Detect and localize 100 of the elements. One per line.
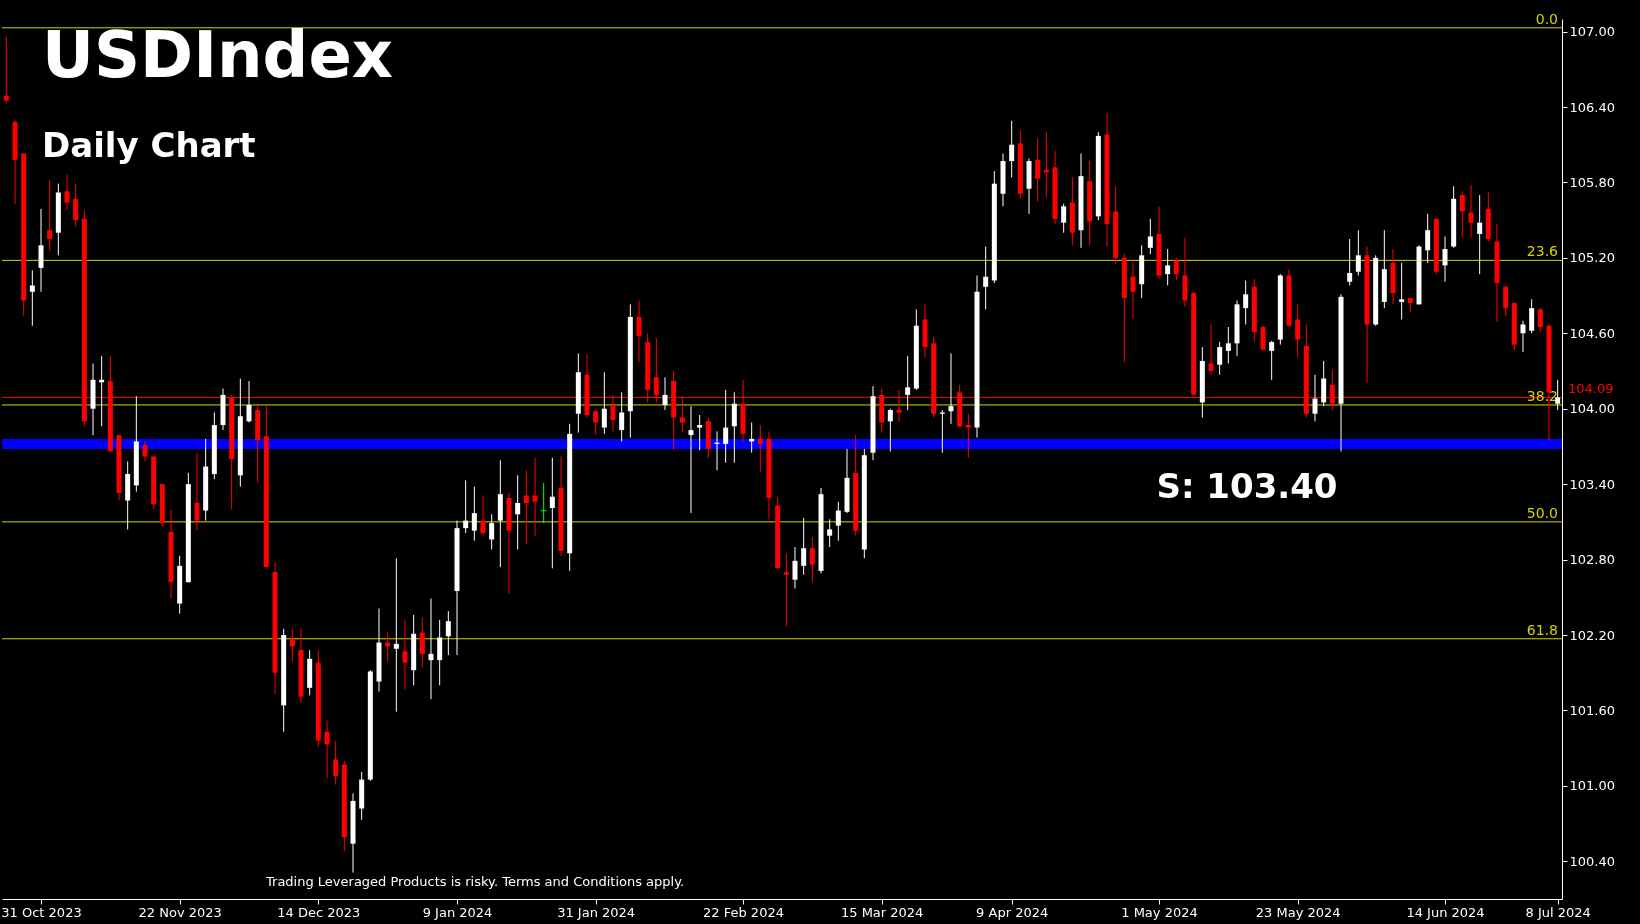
y-tick-label: 100.40: [1569, 853, 1615, 869]
candlestick: [827, 518, 833, 548]
candlestick: [905, 355, 911, 411]
candlestick: [1217, 341, 1223, 376]
candlestick: [619, 391, 625, 442]
candlestick: [1260, 325, 1266, 352]
candlestick: [445, 610, 451, 656]
y-tick-label: 102.20: [1569, 627, 1615, 643]
annotation: Trading Leveraged Products is risky. Terms and Conditions apply.: [266, 874, 685, 889]
candlestick: [246, 380, 252, 424]
candlestick: [697, 414, 703, 451]
annotation: 0.0: [1535, 10, 1558, 27]
candlestick: [38, 208, 44, 293]
candlestick: [1477, 194, 1483, 275]
candlestick: [887, 408, 893, 452]
y-tick-label: 103.40: [1569, 476, 1615, 492]
candlestick: [809, 536, 815, 583]
candlestick: [1503, 285, 1509, 317]
candlestick: [549, 457, 555, 569]
x-tick-label: 8 Jul 2024: [1525, 904, 1591, 920]
candlestick: [757, 424, 763, 473]
x-tick-label: 22 Nov 2023: [138, 904, 222, 920]
candlestick: [194, 452, 200, 532]
candlestick: [939, 409, 945, 454]
candlestick: [1520, 320, 1526, 353]
candlestick: [1269, 340, 1275, 381]
candlestick: [523, 469, 529, 545]
candlestick: [1225, 326, 1231, 364]
chart-title: USDIndex: [42, 18, 394, 92]
candlestick: [1243, 279, 1249, 325]
x-tick-label: 31 Oct 2023: [1, 904, 82, 920]
x-tick-label: 15 Mar 2024: [840, 904, 924, 920]
candlestick: [419, 616, 425, 669]
candlestick: [333, 740, 339, 786]
candlestick: [1442, 235, 1448, 283]
y-tick-label: 107.00: [1569, 24, 1615, 40]
text: Daily Chart: [42, 125, 256, 165]
candlestick: [1147, 218, 1153, 255]
candlestick: [1321, 360, 1327, 407]
candlestick: [948, 352, 954, 425]
y-tick-label: 105.80: [1569, 174, 1615, 190]
candlestick: [1347, 238, 1353, 287]
candlestick: [601, 371, 607, 435]
candlestick: [428, 598, 434, 700]
x-tick-label: 9 Apr 2024: [976, 904, 1049, 920]
candlestick: [29, 269, 35, 327]
candlestick: [1295, 303, 1301, 358]
candlestick: [64, 174, 70, 211]
candlestick: [1173, 257, 1179, 281]
x-tick-label: 23 May 2024: [1255, 904, 1341, 920]
candlestick: [792, 546, 798, 589]
y-tick-label: 101.00: [1569, 778, 1615, 794]
candlestick: [471, 486, 477, 542]
y-tick-label: 105.20: [1569, 250, 1615, 266]
y-tick-label: 104.60: [1569, 325, 1615, 341]
candlestick: [1312, 374, 1318, 422]
candlestick: [515, 474, 521, 551]
candlestick: [636, 300, 642, 363]
candlestick: [835, 501, 841, 542]
x-tick-label: 22 Feb 2024: [703, 904, 784, 920]
candlestick: [3, 36, 9, 104]
candlestick: [73, 183, 79, 227]
candlestick: [731, 391, 737, 464]
band-label: S: 103.40: [1156, 465, 1338, 506]
annotation: 61.8: [1526, 621, 1558, 638]
y-tick-label: 104.00: [1569, 401, 1615, 417]
candlestick: [1009, 120, 1015, 178]
candlestick: [324, 719, 330, 779]
candlestick: [1537, 307, 1543, 333]
candlestick: [1459, 190, 1465, 239]
candlestick: [801, 517, 807, 576]
candlestick: [532, 457, 538, 537]
x-tick-label: 14 Jun 2024: [1406, 904, 1485, 920]
candlestick: [1208, 323, 1214, 376]
candlestick: [965, 413, 971, 459]
candlestick: [1165, 248, 1171, 287]
candlestick: [593, 409, 599, 436]
y-tick-label: 101.60: [1569, 702, 1615, 718]
annotation: 50.0: [1526, 504, 1558, 521]
candlestick: [1355, 229, 1361, 276]
x-tick-label: 14 Dec 2023: [277, 904, 361, 920]
x-tick-label: 1 May 2024: [1121, 904, 1198, 920]
x-tick-label: 31 Jan 2024: [557, 904, 636, 920]
candlestick: [983, 246, 989, 310]
candlestick: [437, 619, 443, 686]
ref-line-label: 104.09: [1568, 381, 1614, 397]
candlestick: [1425, 213, 1431, 264]
candlestick: [1555, 379, 1561, 411]
candlestick: [1399, 262, 1405, 320]
candlestick: [1061, 203, 1067, 234]
candlestick: [289, 628, 295, 662]
annotation: 23.6: [1526, 243, 1559, 260]
x-tick-label: 9 Jan 2024: [422, 904, 493, 920]
candlestick: [1529, 298, 1535, 334]
y-tick-label: 102.80: [1569, 552, 1615, 568]
candlestick: [463, 479, 469, 534]
candlestick: [393, 557, 399, 713]
candlestick: [662, 376, 668, 411]
candlestick: [402, 619, 408, 690]
y-tick-label: 106.40: [1569, 99, 1615, 115]
